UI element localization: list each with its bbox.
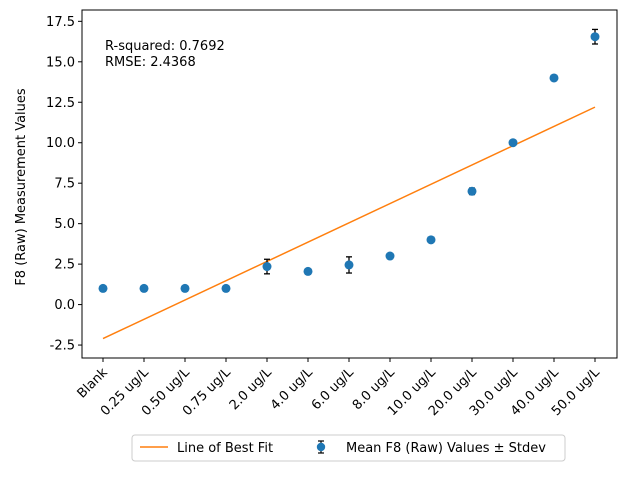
- data-point-11: [508, 138, 518, 148]
- data-point-12: [549, 73, 559, 83]
- data-point-13: [590, 28, 600, 45]
- legend-frame: [131, 434, 566, 462]
- data-marker: [467, 186, 477, 196]
- x-tick-label: 6.0 ug/L: [309, 365, 358, 414]
- y-tick-label: 17.5: [46, 15, 75, 30]
- y-tick-label: -2.5: [50, 339, 75, 354]
- data-marker: [262, 262, 272, 272]
- y-tick-label: 15.0: [46, 55, 75, 70]
- data-point-9: [426, 235, 436, 245]
- y-axis-label: F8 (Raw) Measurement Values: [14, 88, 29, 286]
- y-tick-label: 5.0: [54, 217, 75, 232]
- legend: Line of Best Fit Mean F8 (Raw) Values ± …: [131, 434, 566, 462]
- annotation-rmse: RMSE: 2.4368: [105, 55, 196, 70]
- data-point-3: [180, 283, 190, 293]
- data-point-1: [98, 283, 108, 293]
- x-tick-label: 2.0 ug/L: [227, 365, 276, 414]
- y-tick-label: 2.5: [54, 258, 75, 273]
- data-marker: [139, 283, 149, 293]
- y-tick-label: 7.5: [54, 177, 75, 192]
- data-marker: [426, 235, 436, 245]
- y-tick-label: 12.5: [46, 96, 75, 111]
- data-marker: [385, 251, 395, 261]
- data-marker: [508, 138, 518, 148]
- data-marker: [590, 32, 600, 42]
- legend-label-line: Line of Best Fit: [177, 441, 273, 456]
- data-marker: [221, 283, 231, 293]
- data-point-6: [303, 266, 313, 276]
- y-tick-label: 10.0: [46, 136, 75, 151]
- data-point-8: [385, 251, 395, 261]
- x-tick-label: 4.0 ug/L: [268, 365, 317, 414]
- x-tick-label: Blank: [75, 365, 112, 402]
- data-marker: [98, 283, 108, 293]
- data-marker: [303, 266, 313, 276]
- y-tick-label: 0.0: [54, 298, 75, 313]
- axes: -2.50.02.55.07.510.012.515.017.5Blank0.2…: [46, 9, 618, 419]
- legend-label-scatter: Mean F8 (Raw) Values ± Stdev: [346, 441, 546, 456]
- data-marker: [549, 73, 559, 83]
- data-marker: [180, 283, 190, 293]
- plot-area: [98, 28, 600, 340]
- data-point-4: [221, 283, 231, 293]
- data-point-10: [467, 186, 477, 196]
- annotation-r-squared: R-squared: 0.7692: [105, 39, 225, 54]
- data-marker: [344, 260, 354, 270]
- data-point-7: [344, 256, 354, 274]
- legend-marker-swatch: [316, 440, 326, 454]
- data-point-2: [139, 283, 149, 293]
- best-fit-line: [102, 106, 596, 340]
- data-point-5: [262, 258, 272, 275]
